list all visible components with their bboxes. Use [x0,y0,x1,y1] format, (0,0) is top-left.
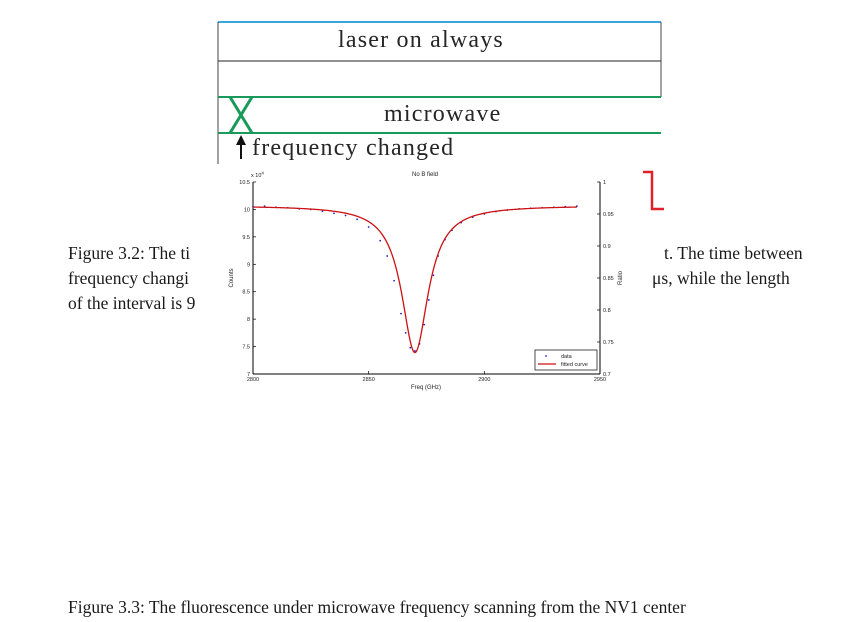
x-tick-label: 2850 [363,377,375,383]
frequency-changed-label: frequency changed [252,135,455,161]
y-right-tick-label: 0.85 [603,276,614,282]
data-point [414,350,416,352]
plot-y-axis-label-left: Counts [229,268,235,287]
figure-3-2-caption-right-line-2: μs, while the length [652,268,790,288]
fitted-curve-line [252,206,577,354]
y-left-tick-label: 9.5 [242,235,250,241]
y-right-tick-label: 0.8 [603,308,611,314]
y-right-tick-label: 0.75 [603,340,614,346]
microwave-row-label: microwave [384,101,502,127]
data-point [400,312,402,315]
x-tick-label: 2800 [247,377,259,383]
y-right-tick-label: 0.9 [603,244,611,250]
fluorescence-plot: No B field x 104 Freq (GHz) Counts Ratio… [224,166,634,396]
data-point [333,212,335,215]
y-left-tick-label: 8 [247,317,250,323]
plot-legend: data fitted curve [534,349,598,371]
data-point [386,255,389,257]
data-point [367,226,370,228]
data-point [404,331,407,334]
y-left-tick-label: 7.5 [242,345,250,351]
legend-fit-label: fitted curve [561,362,588,368]
frequency-switch-cross [228,96,254,134]
y-left-tick-group: 7 7.5 8 8.5 9 9.5 10 10.5 [239,180,256,378]
data-point [379,239,382,242]
data-point [427,299,430,301]
plot-exponent-label: x 104 [251,171,264,180]
frequency-change-arrow-icon [236,135,246,159]
data-point [409,346,412,349]
data-point [393,279,396,282]
figure-3-2-caption-line-2: frequency changi [68,268,189,288]
y-right-tick-label: 0.95 [603,212,614,218]
data-point [344,214,347,217]
data-point [432,274,435,277]
data-point [423,323,426,326]
figure-3-3-caption: Figure 3.3: The fluorescence under micro… [68,597,686,617]
data-point [263,205,266,208]
data-point [356,218,358,221]
y-left-tick-label: 9 [247,262,250,268]
plot-y-axis-label-right: Ratio [618,270,624,285]
plot-x-axis-label: Freq (GHz) [411,385,441,391]
timing-diagram [217,21,664,211]
x-tick-label: 2900 [478,377,490,383]
y-right-tick-group: 0.7 0.75 0.8 0.85 0.9 0.95 1 [597,180,614,378]
x-tick-label: 2950 [594,377,606,383]
laser-row-label: laser on always [338,27,504,53]
y-left-tick-label: 8.5 [242,290,250,296]
legend-data-marker [545,355,547,357]
legend-data-label: data [561,354,573,360]
y-right-tick-label: 0.7 [603,372,611,378]
y-right-tick-label: 1 [603,180,606,186]
figure-3-2-caption-line-3: of the interval is 9 [68,293,196,313]
legend-box [534,349,598,371]
plot-title: No B field [412,172,438,178]
x-tick-group: 2800 2850 2900 2950 [247,371,606,383]
figure-3-2-caption-line-1: Figure 3.2: The ti [68,243,191,263]
y-left-tick-label: 10.5 [239,180,250,186]
red-pulse-marker [643,170,664,211]
figure-3-2-caption-right-line-1: t. The time between [664,243,803,263]
y-left-tick-label: 10 [244,207,250,213]
data-points [252,205,578,352]
y-left-tick-label: 7 [247,372,250,378]
